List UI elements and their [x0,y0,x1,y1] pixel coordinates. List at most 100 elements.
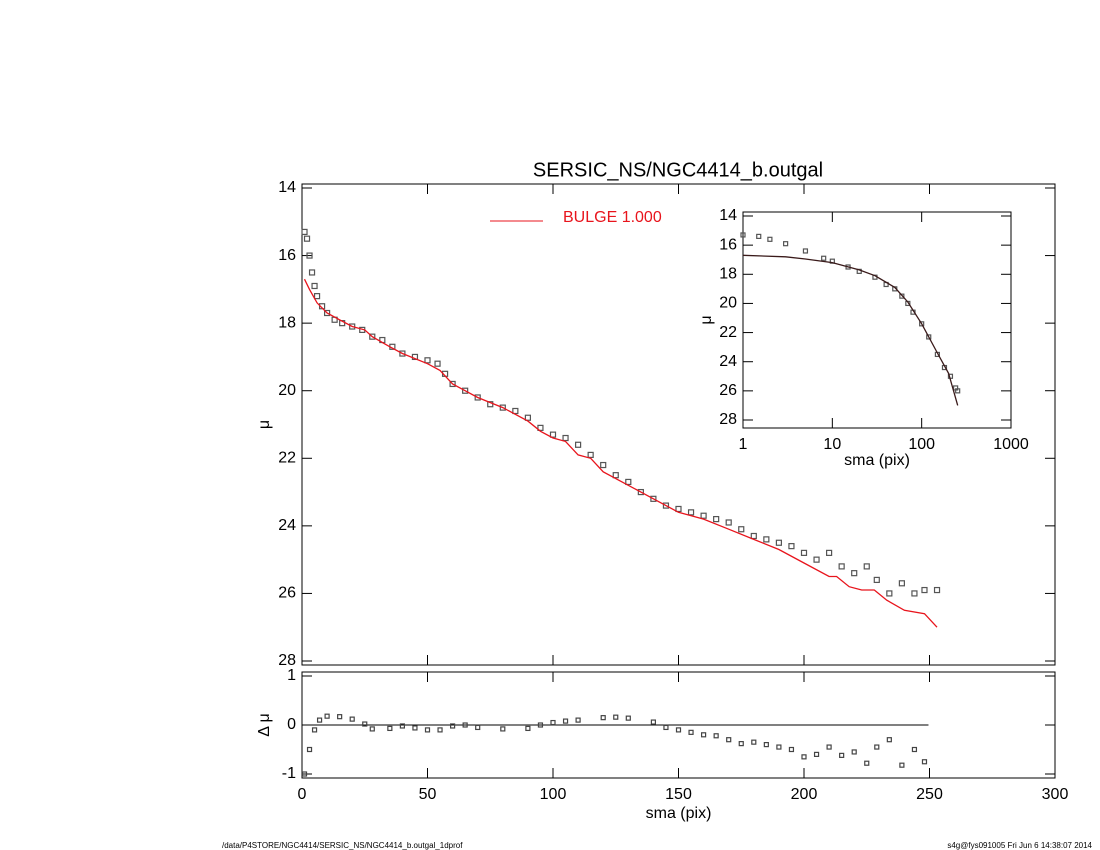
data-point [324,309,331,317]
data-point [802,248,809,254]
y-tick-label: 16 [719,236,737,253]
data-point [600,461,607,469]
y-tick-label: 26 [278,585,296,602]
data-point [313,293,321,300]
data-point [775,539,783,546]
data-point [303,235,311,242]
data-point [700,732,707,738]
data-point [687,509,695,516]
data-point [738,741,744,747]
footer-left: /data/P4STORE/NGC4414/SERSIC_NS/NGC4414_… [222,841,463,850]
data-point [424,357,431,364]
data-point [650,719,657,725]
data-point [369,333,376,340]
data-point [838,563,845,570]
data-point [549,431,557,438]
y-tick-label: 18 [719,266,737,283]
x-tick-label: 150 [665,786,692,803]
y-tick-label: 20 [278,382,296,399]
y-tick-label: 14 [719,207,737,224]
data-point [788,746,795,753]
x-tick-label: 1 [739,436,748,453]
data-point [919,321,925,327]
data-point [474,394,481,401]
data-point [955,388,961,394]
x-tick-label: 1000 [993,436,1029,453]
y-tick-label: 28 [278,652,296,669]
model-line [742,254,959,406]
data-point [587,451,594,459]
data-point [863,563,870,570]
data-point [926,334,932,340]
data-point [899,293,905,299]
data-point [537,722,544,728]
x-tick-label: 50 [419,786,437,803]
data-point [362,721,368,727]
y-tick-label: -1 [282,765,296,782]
data-point [898,580,905,587]
data-point [437,727,443,733]
data-point [813,751,820,758]
data-point [650,495,657,502]
data-point [369,726,375,732]
y-axis-label: Δ μ [256,713,273,736]
data-point [662,502,670,509]
data-point [412,725,418,731]
data-point [399,723,405,729]
data-point [899,762,905,768]
data-point [825,549,833,556]
chart-title: SERSIC_NS/NGC4414_b.outgal [533,159,823,181]
data-point [550,719,556,726]
x-axis-label: sma (pix) [646,805,712,822]
data-point [864,760,870,766]
data-point [613,714,619,720]
data-point [499,404,506,411]
data-point [475,724,481,731]
data-point [399,350,406,357]
data-point [663,724,669,731]
model-line [303,278,938,628]
data-point [921,586,928,594]
data-point [316,717,323,723]
data-point [637,488,644,496]
y-axis-label: μ [698,315,715,324]
data-point [851,570,858,577]
data-point [675,505,682,513]
data-point [387,725,393,732]
data-point [886,737,892,743]
y-tick-label: 16 [278,247,296,264]
data-point [574,441,582,448]
data-point [839,752,845,758]
data-point [311,282,318,290]
data-point [933,586,941,594]
legend-label: BULGE 1.000 [563,209,662,226]
data-point [700,512,707,519]
data-point [826,744,832,750]
data-point [525,725,531,732]
data-point [800,549,808,556]
data-point [725,519,732,526]
data-point [911,746,918,753]
data-point [301,771,308,777]
data-point [308,269,316,276]
data-point [776,744,782,750]
x-tick-label: 200 [791,786,818,803]
y-tick-label: 18 [278,314,296,331]
data-point [306,252,313,259]
x-tick-label: 0 [298,786,307,803]
data-point [921,759,928,765]
y-tick-label: 24 [278,517,296,534]
y-tick-label: 22 [278,450,296,467]
data-point [763,536,770,543]
data-point [801,754,807,760]
data-point [562,434,569,442]
data-point [424,727,431,733]
data-point [911,590,918,597]
y-tick-label: 20 [719,295,737,312]
data-point [500,726,506,732]
y-tick-label: 1 [287,667,296,684]
data-point [738,526,745,533]
x-tick-label: 10 [823,436,841,453]
